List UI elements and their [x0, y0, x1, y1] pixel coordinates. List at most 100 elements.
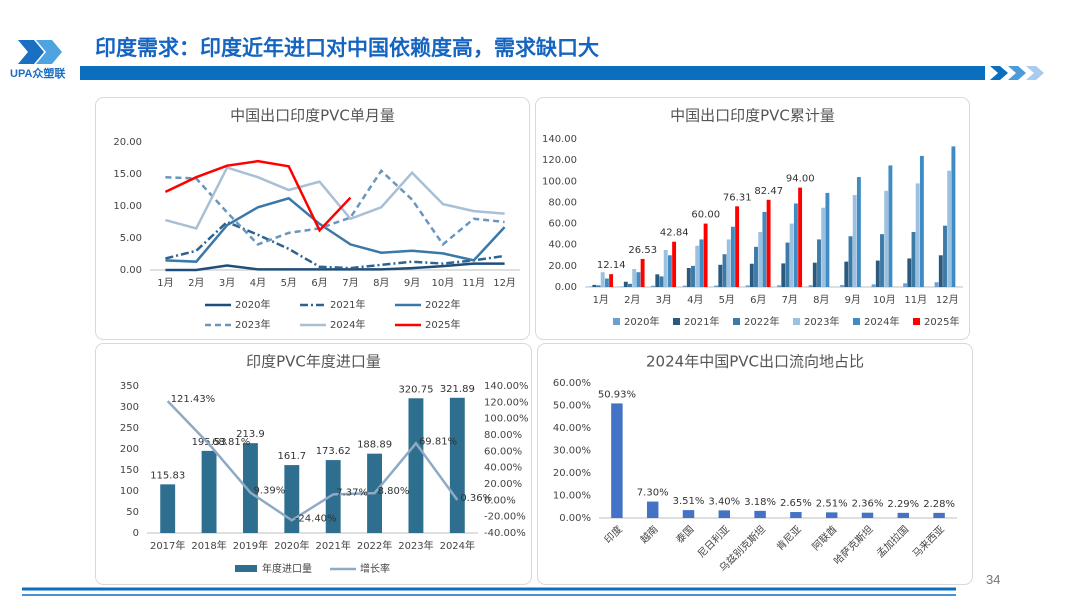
chart-panel: 中国出口印度PVC累计量 0.00 20.00 40.00 60.00 80.00 100.… — [535, 97, 970, 340]
data-label: 69.81% — [419, 436, 457, 447]
y-tick-label: 20.00% — [553, 468, 591, 479]
data-label: -24.40% — [295, 513, 337, 524]
bar — [766, 199, 771, 287]
y-tick-label: 150 — [120, 465, 139, 476]
data-label: 121.43% — [171, 394, 216, 405]
bar — [408, 398, 424, 533]
data-label: 42.84 — [660, 228, 689, 239]
bar — [884, 190, 889, 287]
bar — [735, 206, 740, 287]
legend-label: 2020年 — [624, 315, 659, 328]
legend-swatch — [613, 318, 620, 325]
y-tick-label: 50.00% — [553, 401, 591, 412]
bar — [699, 239, 704, 287]
y-tick-label: 0.00% — [559, 513, 591, 524]
bar — [672, 241, 677, 287]
bar — [907, 258, 912, 287]
x-tick-label: 10月 — [432, 277, 455, 289]
slide-title: 印度需求：印度近年进口对中国依赖度高，需求缺口大 — [95, 36, 599, 60]
legend-label: 2025年 — [924, 315, 959, 328]
data-label: 2.51% — [816, 498, 848, 509]
data-label: 161.7 — [277, 451, 306, 462]
x-tick-label: 3月 — [219, 277, 235, 289]
bar — [718, 510, 731, 518]
bar — [325, 460, 341, 533]
data-label: 3.40% — [708, 496, 740, 507]
bar — [703, 223, 708, 287]
x-tick-label: 2024年 — [440, 539, 475, 552]
legend-swatch — [913, 318, 920, 325]
y-tick-label: 5.00 — [120, 233, 142, 244]
legend-label: 2025年 — [425, 318, 460, 331]
bar — [798, 187, 803, 287]
x-tick-label: 2018年 — [191, 539, 226, 552]
data-label: 3.18% — [744, 497, 776, 508]
bar — [722, 254, 727, 287]
bar — [777, 285, 782, 287]
y-tick-label: 15.00 — [113, 169, 142, 180]
x-tick-label: 9月 — [404, 277, 420, 289]
data-label: 76.31 — [723, 192, 752, 203]
data-label: 9.39% — [253, 486, 285, 497]
legend-swatch — [853, 318, 860, 325]
y-tick-label: 40.00% — [553, 423, 591, 434]
bar — [934, 282, 939, 287]
y-tick-label: 50 — [126, 507, 139, 518]
data-label: 26.53 — [628, 245, 657, 256]
data-label: 60.00 — [691, 210, 720, 221]
bar — [840, 284, 845, 287]
logo-text: UPA众塑联 — [10, 68, 66, 80]
bar — [793, 203, 798, 287]
bar — [655, 274, 660, 287]
bar — [915, 183, 920, 287]
x-tick-label: 4月 — [250, 277, 266, 289]
bar — [903, 283, 908, 287]
logo-icon — [18, 40, 62, 64]
legend-label: 2021年 — [330, 298, 365, 311]
y-tick-label: 0.00 — [120, 265, 142, 276]
bar — [817, 239, 821, 287]
panel-border — [537, 343, 973, 585]
x-tick-label: 3月 — [656, 294, 672, 306]
bar — [160, 484, 176, 533]
bar — [609, 274, 614, 287]
legend-label: 增长率 — [360, 562, 390, 575]
y-tick-label: 10.00% — [553, 491, 591, 502]
bar — [745, 285, 750, 287]
bar — [808, 285, 813, 287]
bar — [951, 146, 956, 287]
y2-tick-label: -20.00% — [484, 512, 526, 523]
bar — [825, 192, 830, 287]
data-label: 8.80% — [378, 486, 410, 497]
legend-swatch — [793, 318, 800, 325]
y-tick-label: 350 — [120, 381, 139, 392]
data-label: 188.89 — [357, 440, 392, 451]
bar — [663, 250, 668, 287]
bar — [628, 283, 632, 287]
data-label: 2.29% — [887, 499, 919, 510]
chart-panel: 中国出口印度PVC单月量 0.00 5.00 10.00 15.00 20.00 1月 2月 3… — [95, 97, 530, 340]
x-tick-label: 5月 — [281, 277, 297, 289]
bar — [789, 223, 794, 287]
x-tick-label: 7月 — [342, 277, 358, 289]
y2-tick-label: -40.00% — [484, 528, 526, 539]
y2-tick-label: 100.00% — [484, 414, 529, 425]
legend-label: 2021年 — [684, 315, 719, 328]
legend-label: 2022年 — [425, 298, 460, 311]
y-tick-label: 200 — [120, 444, 139, 455]
y-tick-label: 20.00 — [113, 137, 142, 148]
bar — [943, 225, 947, 287]
y-tick-label: 140.00 — [542, 134, 577, 145]
bar — [933, 512, 945, 518]
y2-tick-label: 0.00% — [484, 495, 516, 506]
data-label: 0.36% — [460, 493, 492, 504]
bar — [686, 267, 691, 287]
legend-label: 2023年 — [235, 318, 270, 331]
bar — [880, 234, 884, 287]
bar — [636, 272, 641, 287]
bar — [651, 285, 656, 287]
data-label: 7.37% — [336, 487, 368, 498]
y-tick-label: 80.00 — [548, 197, 577, 208]
data-label: 320.75 — [398, 384, 433, 395]
bar — [875, 260, 880, 287]
